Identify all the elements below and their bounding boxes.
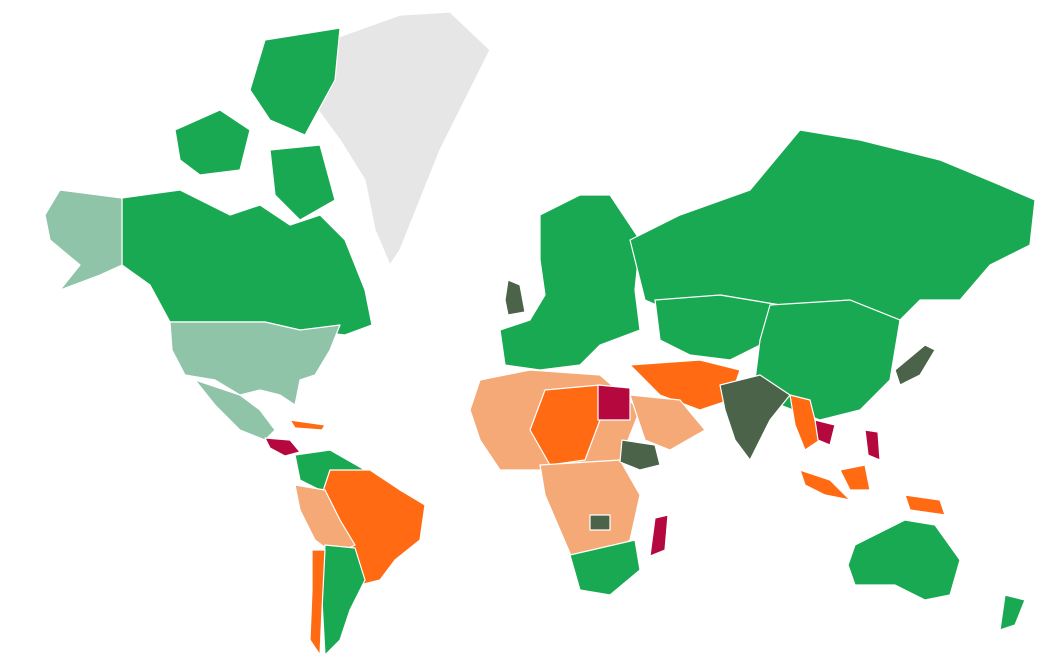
region-southeast-asia[interactable]	[789, 394, 821, 451]
region-japan[interactable]	[894, 344, 936, 386]
region-vietnam-laos[interactable]	[814, 419, 836, 446]
region-europe[interactable]	[499, 194, 641, 371]
region-uk[interactable]	[504, 279, 526, 316]
region-india[interactable]	[719, 374, 791, 461]
region-indonesia[interactable]	[799, 464, 946, 516]
region-greenland[interactable]	[317, 11, 491, 266]
region-madagascar[interactable]	[649, 514, 669, 557]
region-chile[interactable]	[309, 549, 326, 656]
region-canada[interactable]	[121, 189, 373, 336]
region-caribbean[interactable]	[289, 419, 326, 431]
region-philippines[interactable]	[864, 429, 881, 461]
region-china[interactable]	[754, 299, 901, 421]
region-australia[interactable]	[847, 519, 961, 601]
region-russia[interactable]	[629, 129, 1036, 321]
region-new-zealand[interactable]	[999, 594, 1026, 631]
region-mexico[interactable]	[194, 379, 276, 441]
region-canada-arctic-islands[interactable]	[174, 27, 341, 221]
region-southern-africa[interactable]	[569, 539, 641, 596]
region-egypt[interactable]	[597, 384, 631, 421]
region-central-america[interactable]	[264, 437, 301, 457]
region-usa[interactable]	[169, 321, 341, 406]
region-zimbabwe[interactable]	[589, 514, 611, 531]
region-argentina[interactable]	[321, 544, 366, 656]
region-alaska[interactable]	[44, 189, 123, 291]
region-arabia[interactable]	[629, 394, 706, 451]
region-central-asia[interactable]	[654, 294, 781, 361]
region-ethiopia[interactable]	[619, 439, 661, 471]
